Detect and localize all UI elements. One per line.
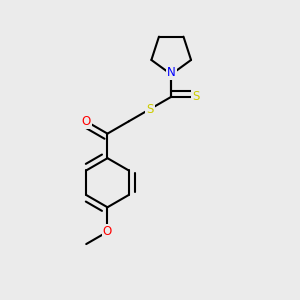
Text: N: N [167, 66, 176, 79]
Text: N: N [167, 66, 176, 79]
Text: S: S [146, 103, 154, 116]
Text: O: O [103, 225, 112, 238]
Text: O: O [82, 115, 91, 128]
Text: S: S [192, 90, 200, 103]
